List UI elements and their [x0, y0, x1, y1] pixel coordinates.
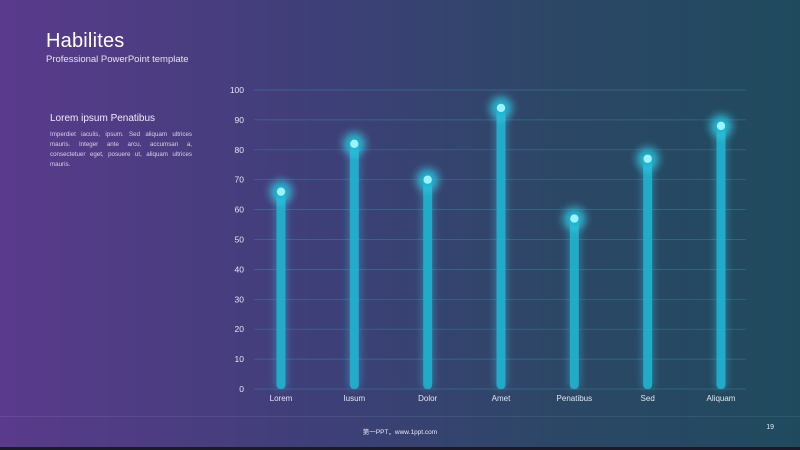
y-tick-label-100: 100 [230, 85, 244, 95]
chart-bars [268, 94, 734, 389]
y-tick-label-60: 60 [235, 205, 245, 215]
x-label-dolor: Dolor [418, 394, 437, 403]
y-axis-ticks: 0 10 20 30 40 50 60 70 80 90 100 [230, 85, 244, 394]
bar-top-dot-penatibus [570, 214, 579, 223]
bar-top-dot-amet [496, 103, 506, 113]
bar-top-dot-aliquam [716, 121, 726, 131]
bar-iusum [349, 143, 359, 389]
x-label-aliquam: Aliquam [707, 394, 736, 403]
bar-amet [496, 107, 506, 389]
bar-dolor [423, 179, 433, 389]
bottom-band [0, 447, 800, 450]
y-tick-label-40: 40 [235, 264, 245, 274]
y-tick-label-50: 50 [235, 235, 245, 245]
footer-divider [0, 416, 800, 417]
bar-top-dot-dolor [423, 175, 432, 184]
y-tick-label-0: 0 [239, 384, 244, 394]
x-label-lorem: Lorem [270, 394, 293, 403]
bar-top-dot-lorem [276, 187, 286, 196]
y-tick-label-10: 10 [235, 354, 245, 364]
x-axis-labels: Lorem Iusum Dolor Amet Penatibus Sed Aliquam [270, 394, 736, 403]
slide-title: Habilites [46, 30, 125, 52]
bar-penatibus [569, 218, 579, 389]
x-label-penatibus: Penatibus [557, 394, 593, 403]
x-label-sed: Sed [641, 394, 655, 403]
y-tick-label-80: 80 [235, 145, 245, 155]
bar-sed [643, 158, 653, 389]
y-tick-label-90: 90 [235, 115, 245, 125]
bar-lorem [276, 191, 286, 389]
y-tick-label-20: 20 [235, 324, 245, 334]
bar-top-dot-sed [643, 154, 652, 163]
side-paragraph: Imperdiet iaculis, ipsum. Sed aliquam ul… [50, 131, 192, 168]
bar-aliquam [716, 125, 726, 389]
y-tick-label-30: 30 [235, 294, 245, 304]
footer-text: 第一PPT，www.1ppt.com [362, 429, 438, 436]
page-number: 19 [766, 424, 774, 431]
x-label-iusum: Iusum [343, 394, 365, 403]
side-heading: Lorem ipsum Penatibus [50, 113, 156, 124]
x-label-amet: Amet [492, 394, 511, 403]
bar-top-dot-iusum [350, 139, 359, 149]
y-tick-label-70: 70 [235, 175, 245, 185]
slide-subtitle: Professional PowerPoint template [46, 54, 189, 65]
